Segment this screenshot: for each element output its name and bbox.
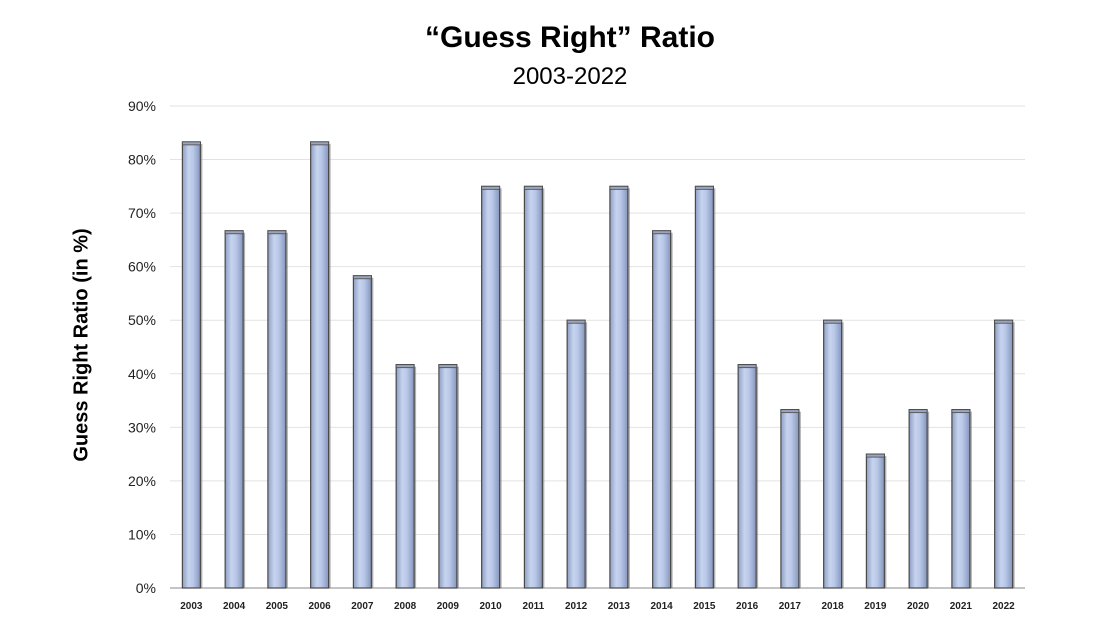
- bar-2021: [951, 409, 972, 589]
- bar: [737, 364, 757, 589]
- bar: [181, 141, 201, 589]
- bar-cap: [224, 230, 244, 235]
- bar-2008: [395, 364, 417, 589]
- x-tick-label: 2008: [394, 601, 417, 612]
- bar: [694, 185, 714, 589]
- y-tick-label: 30%: [128, 419, 156, 435]
- bar-cap: [438, 364, 458, 369]
- y-tick-label: 70%: [128, 205, 156, 221]
- bar-cap: [395, 364, 415, 369]
- bar-2015: [694, 185, 716, 589]
- bar-cap: [609, 185, 629, 190]
- bar-cap: [780, 409, 800, 414]
- x-tick-label: 2021: [950, 601, 973, 612]
- bar-2012: [566, 319, 588, 589]
- bar-cap: [737, 364, 757, 369]
- bar-2016: [737, 364, 759, 589]
- bar-cap: [481, 185, 501, 190]
- bar-2018: [823, 319, 844, 589]
- bar-2005: [267, 230, 288, 589]
- x-tick-label: 2015: [693, 601, 716, 612]
- bar-2019: [865, 453, 887, 589]
- bar-cap: [181, 141, 201, 146]
- bar-cap: [908, 409, 928, 414]
- bar: [267, 230, 287, 589]
- bar: [951, 409, 971, 589]
- y-tick-label: 20%: [128, 473, 156, 489]
- bar-2022: [994, 319, 1015, 589]
- x-tick-label: 2016: [736, 601, 759, 612]
- bar: [395, 364, 415, 589]
- chart-subtitle: 2003-2022: [512, 63, 628, 90]
- bar-cap: [994, 319, 1014, 324]
- bar-cap: [951, 409, 971, 414]
- x-tick-label: 2014: [651, 601, 674, 612]
- bar-cap: [865, 453, 885, 458]
- bar-2020: [908, 409, 930, 589]
- bar-2006: [310, 141, 331, 589]
- y-axis-ticks: 0% 10% 20% 30% 40% 50% 60% 70% 80% 90%: [128, 98, 156, 596]
- y-tick-label: 60%: [128, 259, 156, 275]
- bar-cap: [566, 319, 586, 324]
- bar-2009: [438, 364, 459, 589]
- y-tick-label: 90%: [128, 98, 156, 114]
- gridlines: [170, 105, 1025, 589]
- bar-cap: [652, 230, 672, 235]
- bar: [224, 230, 244, 589]
- y-tick-label: 40%: [128, 366, 156, 382]
- chart-title: “Guess Right” Ratio: [424, 21, 716, 54]
- bar: [865, 453, 885, 589]
- bar-cap: [823, 319, 843, 324]
- bar: [823, 319, 843, 589]
- x-tick-label: 2005: [266, 601, 289, 612]
- bar: [609, 185, 629, 589]
- x-tick-label: 2011: [523, 601, 545, 612]
- bar-cap: [267, 230, 287, 235]
- x-axis-ticks: 2003 2004 2005 2006 2007 2008 2009 2010 2011 2012…: [180, 601, 1015, 612]
- bar: [438, 364, 458, 589]
- bar-2010: [481, 185, 502, 589]
- bar-cap: [352, 275, 372, 280]
- bar: [780, 409, 800, 589]
- y-tick-label: 50%: [128, 312, 156, 328]
- bar-2007: [352, 275, 374, 589]
- bar-2011: [523, 185, 545, 589]
- y-tick-label: 80%: [128, 152, 156, 168]
- bars: [181, 141, 1015, 589]
- y-tick-label: 10%: [128, 526, 156, 542]
- bar-2014: [652, 230, 673, 589]
- bar-cap: [694, 185, 714, 190]
- bar: [652, 230, 672, 589]
- bar: [566, 319, 586, 589]
- bar-cap: [523, 185, 543, 190]
- x-tick-label: 2018: [822, 601, 845, 612]
- bar: [994, 319, 1014, 589]
- bar-2003: [181, 141, 203, 589]
- x-tick-label: 2004: [223, 601, 246, 612]
- x-tick-label: 2003: [180, 601, 203, 612]
- y-tick-label: 0%: [136, 580, 156, 596]
- bar: [352, 275, 372, 589]
- bar-2013: [609, 185, 630, 589]
- bar: [481, 185, 501, 589]
- x-tick-label: 2010: [480, 601, 503, 612]
- x-tick-label: 2019: [864, 601, 887, 612]
- x-tick-label: 2006: [309, 601, 332, 612]
- x-tick-label: 2012: [565, 601, 588, 612]
- bar-2017: [780, 409, 801, 589]
- x-tick-label: 2013: [608, 601, 631, 612]
- x-tick-label: 2022: [993, 601, 1016, 612]
- bar-2004: [224, 230, 246, 589]
- bar: [908, 409, 928, 589]
- x-tick-label: 2007: [351, 601, 374, 612]
- x-tick-label: 2017: [779, 601, 802, 612]
- bar-cap: [310, 141, 330, 146]
- bar: [310, 141, 330, 589]
- x-tick-label: 2009: [437, 601, 460, 612]
- bar: [523, 185, 543, 589]
- x-tick-label: 2020: [907, 601, 930, 612]
